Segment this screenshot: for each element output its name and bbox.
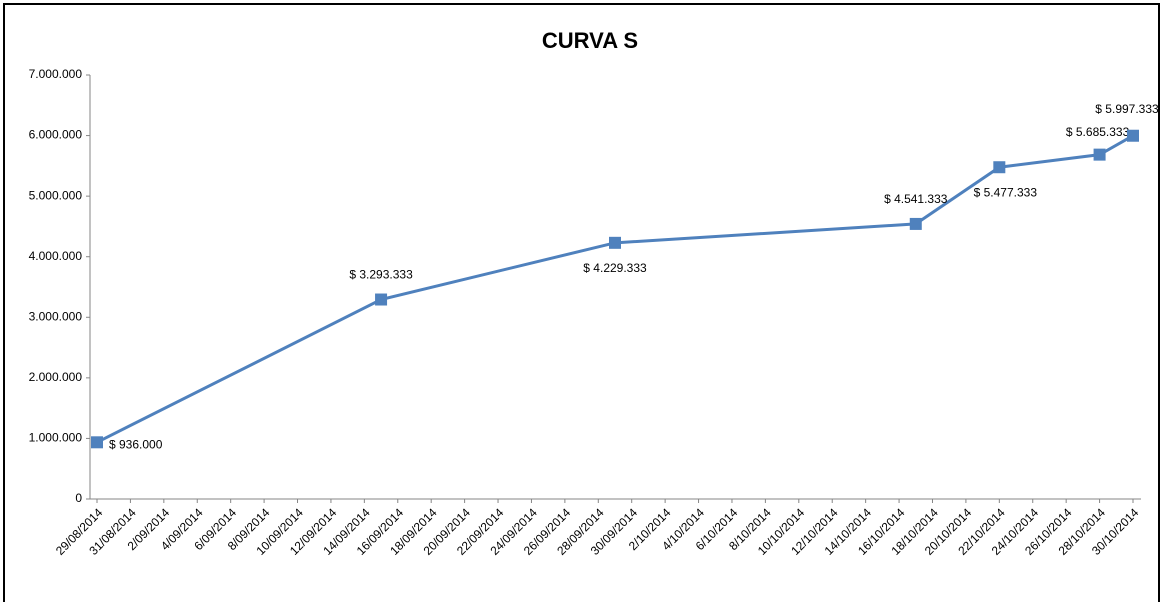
y-tick-label: 7.000.000 xyxy=(29,67,83,81)
data-point xyxy=(91,436,103,449)
chart-frame xyxy=(3,3,1160,602)
data-point xyxy=(1127,129,1139,142)
y-tick-label: 5.000.000 xyxy=(29,188,83,202)
data-point xyxy=(1093,148,1106,161)
data-label: $ 5.477.333 xyxy=(974,185,1038,199)
data-label: $ 5.997.333 xyxy=(1095,102,1159,116)
y-tick-label: 0 xyxy=(75,491,82,505)
chart-title: CURVA S xyxy=(542,28,638,53)
data-label: $ 936.000 xyxy=(109,437,163,451)
data-label: $ 4.541.333 xyxy=(884,192,948,206)
y-tick-label: 3.000.000 xyxy=(29,309,83,323)
data-label: $ 3.293.333 xyxy=(349,268,413,282)
y-tick-label: 1.000.000 xyxy=(29,431,83,445)
y-tick-label: 4.000.000 xyxy=(29,249,83,263)
data-point xyxy=(375,293,388,306)
y-tick-label: 2.000.000 xyxy=(29,370,83,384)
data-point xyxy=(909,217,922,230)
data-label: $ 5.685.333 xyxy=(1066,125,1130,139)
data-point xyxy=(609,236,621,249)
data-label: $ 4.229.333 xyxy=(583,261,647,275)
y-tick-label: 6.000.000 xyxy=(29,128,83,142)
data-point xyxy=(993,161,1006,174)
